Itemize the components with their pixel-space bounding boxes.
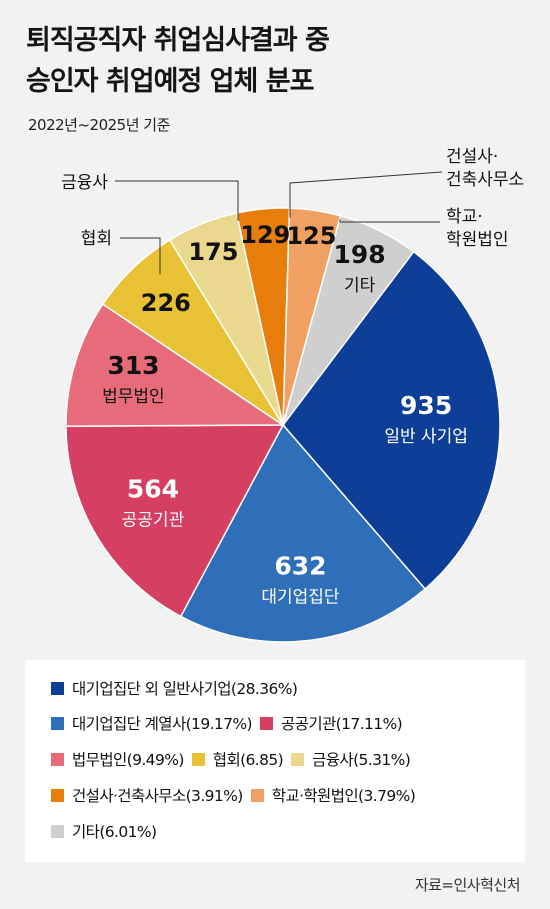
legend-label: 금융사(5.31%) xyxy=(312,751,411,769)
slice-label-public: 공공기관 xyxy=(122,510,185,530)
legend-item-finance: 금융사(5.31%) xyxy=(291,748,411,770)
legend-label: 대기업집단 계열사(19.17%) xyxy=(72,715,253,733)
legend-label: 공공기관(17.11%) xyxy=(281,715,403,733)
legend-item-school: 학교·학원법인(3.79%) xyxy=(250,784,416,806)
chart-title-line-1: 퇴직공직자 취업심사결과 중 xyxy=(26,25,330,56)
slice-value-general: 935 xyxy=(400,391,452,420)
callout-line-school xyxy=(339,218,440,223)
pie-chart: 935 일반 사기업 632 대기업집단 564 공공기관 313 법무법인 226 협회 175 금… xyxy=(61,147,524,643)
callout-line-finance xyxy=(115,180,239,221)
legend-item-other: 기타(6.01%) xyxy=(51,820,157,842)
legend-item-construction: 건설사·건축사무소(3.91%) xyxy=(51,784,243,806)
legend-swatch xyxy=(51,824,64,838)
legend-label: 대기업집단 외 일반사기업(28.36%) xyxy=(72,680,298,698)
slice-label-general: 일반 사기업 xyxy=(384,427,468,447)
slice-value-public: 564 xyxy=(127,474,179,503)
legend-item-public: 공공기관(17.11%) xyxy=(260,712,403,734)
slice-label-conglomerate: 대기업집단 xyxy=(261,587,340,607)
callout-label-construction: 건설사· 건축사무소 xyxy=(446,147,524,190)
legend-swatch xyxy=(51,716,64,730)
slice-value-conglomerate: 632 xyxy=(274,551,326,580)
callout-label-association: 협회 xyxy=(81,229,112,249)
pie-slice-conglomerate xyxy=(179,423,427,643)
slice-value-school: 125 xyxy=(286,222,336,250)
chart-title-line-2: 승인자 취업예정 업체 분포 xyxy=(26,66,314,97)
slice-value-association: 226 xyxy=(141,289,191,317)
legend-row-5: 기타(6.01%) xyxy=(51,819,164,843)
source-note: 자료=인사혁신처 xyxy=(414,876,521,894)
pie-slice-law xyxy=(65,303,286,427)
legend-row-3: 법무법인(9.49%) 협회(6.85) 금융사(5.31%) xyxy=(51,747,418,771)
legend-swatch xyxy=(51,681,64,695)
legend-item-general: 대기업집단 외 일반사기업(28.36%) xyxy=(51,677,298,699)
chart-legend: 대기업집단 외 일반사기업(28.36%) 대기업집단 계열사(19.17%) … xyxy=(25,660,525,862)
legend-swatch xyxy=(51,752,64,766)
legend-row-1: 대기업집단 외 일반사기업(28.36%) xyxy=(51,676,305,700)
legend-label: 건설사·건축사무소(3.91%) xyxy=(72,787,243,805)
legend-swatch xyxy=(291,752,305,766)
slice-label-other: 기타 xyxy=(344,276,376,296)
legend-swatch xyxy=(260,716,274,730)
legend-swatch xyxy=(191,752,205,766)
legend-item-conglomerate: 대기업집단 계열사(19.17%) xyxy=(51,712,253,734)
callout-line-construction xyxy=(289,171,443,218)
legend-label: 학교·학원법인(3.79%) xyxy=(271,787,416,805)
callout-line-association xyxy=(120,237,161,275)
slice-value-construction: 129 xyxy=(240,221,290,249)
callout-label-finance: 금융사 xyxy=(61,173,108,193)
legend-item-association: 협회(6.85) xyxy=(191,748,284,770)
chart-subtitle: 2022년~2025년 기준 xyxy=(28,116,170,134)
legend-row-2: 대기업집단 계열사(19.17%) 공공기관(17.11%) xyxy=(51,711,410,735)
legend-swatch xyxy=(51,788,64,802)
legend-row-4: 건설사·건축사무소(3.91%) 학교·학원법인(3.79%) xyxy=(51,783,423,807)
legend-swatch xyxy=(250,788,264,802)
pie-slice-general xyxy=(282,250,501,591)
legend-label: 협회(6.85) xyxy=(212,751,284,769)
slice-label-law: 법무법인 xyxy=(102,387,165,407)
legend-item-law: 법무법인(9.49%) xyxy=(51,748,184,770)
callout-label-school: 학교· 학원법인 xyxy=(446,207,509,250)
slice-value-other: 198 xyxy=(334,240,386,269)
pie-slice-other xyxy=(282,214,415,426)
slice-value-law: 313 xyxy=(107,351,159,380)
chart-title: 퇴직공직자 취업심사결과 중 승인자 취업예정 업체 분포 xyxy=(26,20,526,102)
slice-value-finance: 175 xyxy=(188,238,238,266)
legend-label: 법무법인(9.49%) xyxy=(72,751,184,769)
pie-slice-public xyxy=(65,424,285,618)
legend-label: 기타(6.01%) xyxy=(72,823,157,841)
